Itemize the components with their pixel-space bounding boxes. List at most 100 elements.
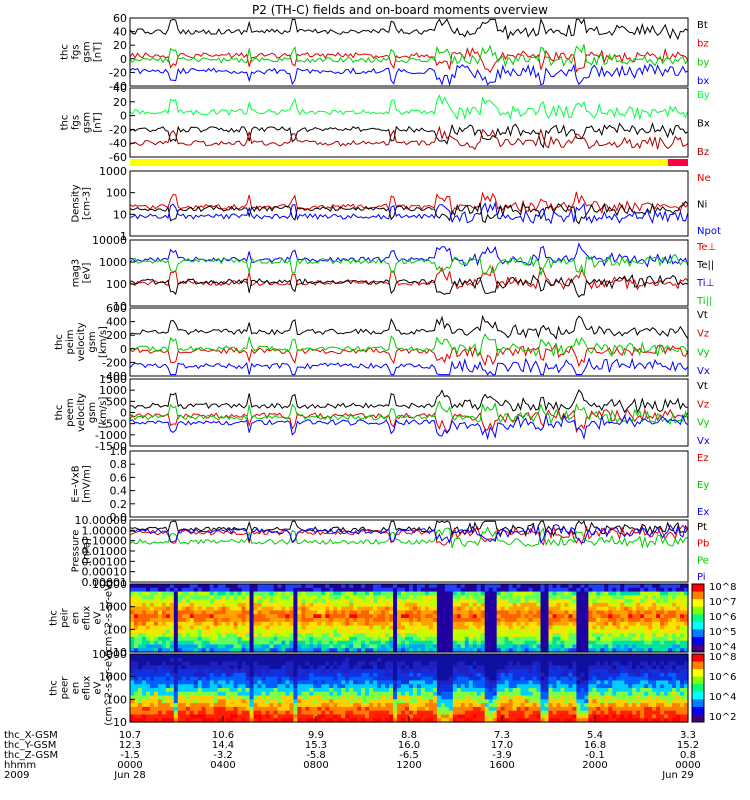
spectrogram-cell: [329, 680, 334, 685]
spectrogram-cell: [576, 657, 581, 663]
spectrogram-cell: [197, 680, 203, 685]
spectrogram-cell: [381, 640, 386, 646]
spectrogram-cell: [321, 676, 326, 682]
spectrogram-cell: [130, 648, 135, 653]
spectrogram-cell: [580, 599, 585, 604]
spectrogram-cell: [297, 657, 302, 663]
spectrogram-cell: [656, 636, 661, 642]
spectrogram-cell: [241, 699, 247, 704]
spectrogram-cell: [317, 714, 322, 719]
spectrogram-cell: [209, 691, 215, 697]
spectrogram-cell: [157, 688, 163, 693]
legend-entry: Te||: [696, 260, 714, 271]
spectrogram-cell: [516, 602, 522, 608]
spectrogram-cell: [568, 710, 574, 716]
spectrogram-cell: [249, 636, 255, 642]
spectrogram-cell: [608, 595, 613, 600]
spectrogram-cell: [540, 672, 546, 678]
spectrogram-cell: [536, 602, 542, 608]
spectrogram-cell: [329, 672, 334, 678]
spectrogram-cell: [420, 644, 426, 649]
spectrogram-cell: [313, 669, 318, 674]
spectrogram-cell: [205, 688, 211, 693]
spectrogram-cell: [273, 606, 279, 612]
spectrogram-cell: [385, 669, 390, 674]
spectrogram-cell: [528, 665, 534, 670]
spectrogram-cell: [165, 684, 171, 689]
spectrogram-cell: [524, 610, 530, 615]
spectrogram-cell: [588, 706, 593, 712]
spectrogram-cell: [289, 654, 295, 659]
spectrogram-cell: [648, 644, 653, 649]
spectrogram-cell: [576, 629, 581, 634]
spectrogram-cell: [209, 684, 215, 689]
colorbar-label: 10^6: [709, 612, 736, 623]
spectrogram-cell: [612, 691, 617, 697]
spectrogram-cell: [512, 661, 518, 666]
spectrogram-cell: [229, 614, 235, 619]
spectrogram-cell: [508, 636, 514, 642]
spectrogram-cell: [245, 614, 251, 619]
spectrogram-cell: [620, 695, 625, 700]
spectrogram-cell: [596, 714, 601, 719]
spectrogram-cell: [624, 688, 629, 693]
spectrogram-cell: [329, 718, 334, 723]
spectrogram-cell: [424, 657, 430, 663]
spectrogram-cell: [353, 587, 358, 593]
spectrogram-cell: [420, 691, 426, 697]
spectrogram-cell: [321, 706, 326, 712]
spectrogram-cell: [233, 676, 239, 682]
spectrogram-cell: [484, 680, 490, 685]
spectrogram-cell: [424, 710, 430, 716]
spectrogram-cell: [528, 633, 534, 638]
spectrogram-cell: [540, 695, 546, 700]
spectrogram-cell: [281, 710, 287, 716]
spectrogram-cell: [333, 648, 338, 653]
spectrogram-cell: [133, 691, 139, 697]
spectrogram-cell: [233, 640, 239, 646]
spectrogram-cell: [349, 718, 354, 723]
spectrogram-cell: [381, 633, 386, 638]
spectrogram-cell: [385, 584, 390, 589]
spectrogram-cell: [520, 584, 526, 589]
spectrogram-cell: [217, 587, 223, 593]
spectrogram-cell: [185, 621, 191, 627]
spectrogram-cell: [520, 657, 526, 663]
spectrogram-cell: [500, 680, 506, 685]
spectrogram-cell: [656, 602, 661, 608]
spectrogram-cell: [365, 606, 370, 612]
spectrogram-cell: [130, 684, 135, 689]
spectrogram-cell: [592, 595, 597, 600]
spectrogram-cell: [169, 618, 175, 623]
spectrogram-cell: [401, 672, 406, 678]
y-axis-label: Density [cm-3]: [71, 184, 93, 222]
spectrogram-cell: [349, 584, 354, 589]
spectrogram-cell: [345, 602, 350, 608]
spectrogram-cell: [189, 699, 195, 704]
spectrogram-cell: [456, 669, 462, 674]
spectrogram-cell: [409, 714, 414, 719]
spectrogram-cell: [253, 621, 259, 627]
spectrogram-cell: [333, 625, 338, 630]
spectrogram-cell: [424, 684, 430, 689]
spectrogram-cell: [468, 695, 474, 700]
spectrogram-cell: [249, 665, 255, 670]
spectrogram-cell: [628, 618, 633, 623]
spectrogram-cell: [656, 621, 661, 627]
spectrogram-cell: [620, 591, 625, 596]
spectrogram-cell: [468, 621, 474, 627]
spectrogram-cell: [221, 648, 227, 653]
spectrogram-cell: [512, 657, 518, 663]
spectrogram-cell: [620, 688, 625, 693]
spectrogram-cell: [369, 591, 374, 596]
spectrogram-cell: [632, 625, 637, 630]
spectrogram-cell: [197, 691, 203, 697]
spectrogram-cell: [373, 614, 378, 619]
spectrogram-cell: [269, 710, 275, 716]
spectrogram-cell: [432, 684, 438, 689]
spectrogram-cell: [173, 657, 179, 663]
spectrogram-cell: [165, 714, 171, 719]
spectrogram-cell: [440, 665, 446, 670]
spectrogram-cell: [436, 584, 442, 589]
spectrogram-cell: [277, 676, 283, 682]
